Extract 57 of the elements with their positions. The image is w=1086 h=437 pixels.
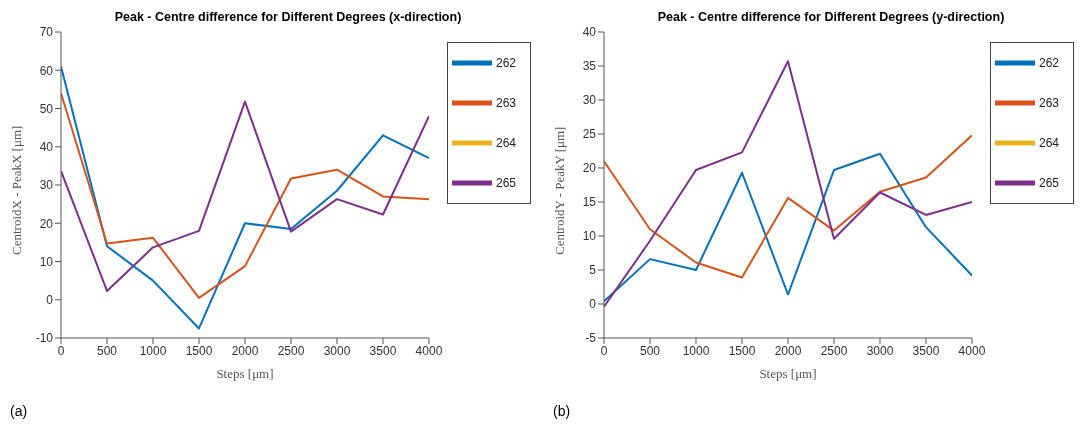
y-tick-label: 40 xyxy=(39,140,54,155)
y-tick-label: 10 xyxy=(39,254,54,269)
legend-label: 265 xyxy=(1038,176,1059,191)
x-tick-label: 4000 xyxy=(415,343,443,358)
y-tick-label: 70 xyxy=(39,25,54,40)
chart-title: Peak - Centre difference for Different Degrees (y-direction) xyxy=(656,10,1006,24)
x-tick-label: 0 xyxy=(600,343,608,358)
y-tick-label: 0 xyxy=(589,297,597,312)
chart-title: Peak - Centre difference for Different Degrees (x-direction) xyxy=(113,10,463,24)
y-tick-label: 0 xyxy=(46,293,54,308)
x-tick-label: 2000 xyxy=(231,343,259,358)
y-tick-label: 5 xyxy=(589,263,597,278)
x-tick-label: 2500 xyxy=(820,343,848,358)
x-tick-label: 1500 xyxy=(728,343,756,358)
y-tick-label: 30 xyxy=(39,178,54,193)
y-tick-label: 30 xyxy=(582,93,597,108)
y-tick-label: 35 xyxy=(582,59,597,74)
y-tick-label: -5 xyxy=(585,331,597,346)
legend-label: 263 xyxy=(1038,96,1059,111)
x-axis-title: Steps [μm] xyxy=(759,366,817,381)
y-tick-label: 20 xyxy=(39,216,54,231)
y-tick-label: 60 xyxy=(39,63,54,78)
x-tick-label: 500 xyxy=(96,343,118,358)
x-tick-label: 3500 xyxy=(912,343,940,358)
y-tick-label: -10 xyxy=(35,331,54,346)
x-tick-label: 2000 xyxy=(774,343,802,358)
x-axis-title: Steps [μm] xyxy=(216,366,274,381)
y-tick-label: 25 xyxy=(582,127,597,142)
line-series xyxy=(604,152,972,303)
x-tick-label: 1000 xyxy=(682,343,710,358)
x-tick-label: 3000 xyxy=(866,343,894,358)
legend-label: 263 xyxy=(495,96,516,111)
x-tick-label: 2500 xyxy=(277,343,305,358)
line-series xyxy=(604,60,972,308)
y-axis-title: CentroidY - PeakY [μm] xyxy=(551,126,567,255)
y-tick-label: 10 xyxy=(582,229,597,244)
y-tick-label: 40 xyxy=(582,25,597,40)
text: (a) xyxy=(10,403,28,419)
legend-label: 264 xyxy=(495,136,516,151)
x-tick-label: 0 xyxy=(57,343,65,358)
x-tick-label: 1000 xyxy=(139,343,167,358)
legend-label: 262 xyxy=(1038,56,1059,71)
y-tick-label: 50 xyxy=(39,101,54,116)
legend-label: 264 xyxy=(1038,136,1059,151)
y-tick-label: 15 xyxy=(582,195,597,210)
y-tick-label: 20 xyxy=(582,161,597,176)
legend-label: 262 xyxy=(495,56,516,71)
x-tick-label: 3500 xyxy=(369,343,397,358)
x-tick-label: 500 xyxy=(639,343,661,358)
text: (b) xyxy=(553,403,571,419)
line-series xyxy=(61,65,429,330)
x-tick-label: 3000 xyxy=(323,343,351,358)
line-series xyxy=(604,134,972,279)
x-tick-label: 1500 xyxy=(185,343,213,358)
x-tick-label: 4000 xyxy=(958,343,986,358)
y-axis-title: CentroidX - PeakX [μm] xyxy=(8,125,24,255)
legend-label: 265 xyxy=(495,176,516,191)
